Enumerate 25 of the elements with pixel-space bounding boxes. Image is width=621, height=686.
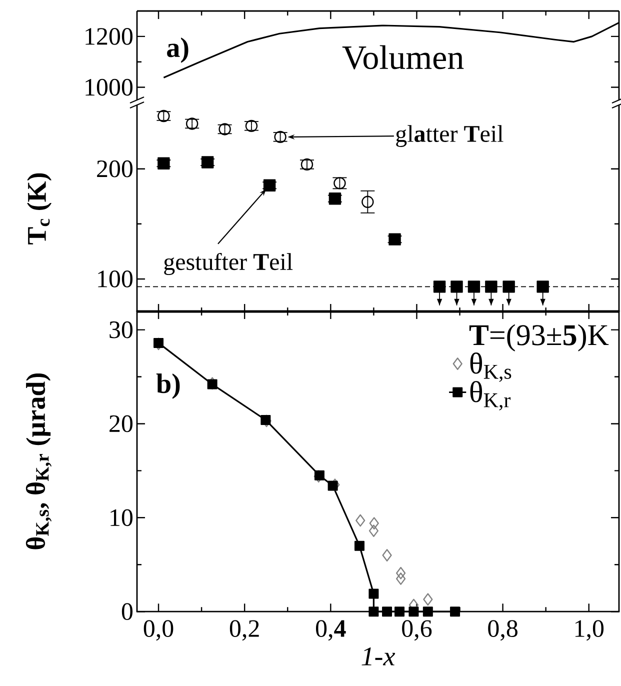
annotation: gestufter Teil [164,252,293,276]
legend-label: θ$_{K,r}$ [470,381,511,410]
y-axis-title: θ$_{K,s}$, θ$_{K,r}$ (µrad) [26,373,52,550]
x-tick-label: 0,2 [230,620,259,641]
x-tick-label: 0,6 [402,620,432,641]
y-tick-label: 20 [110,415,133,432]
legend-label: θ$_{K,s}$ [470,352,512,382]
y-axis-title: T$_{c}$ (K) [27,173,52,244]
x-tick-label: 0,4 [316,620,346,641]
x-axis-title: 1-x [362,647,396,666]
annotation: a) [167,37,188,63]
y-tick-label: 0 [122,603,133,620]
annotation: Volumen [342,45,464,70]
legend-title: T=(93±5)K [469,324,609,352]
y-tick-label: 30 [110,321,133,338]
y-tick-label: 200 [97,160,133,178]
annotation: glatter Teil [396,125,504,147]
y-tick-label: 10 [110,509,133,526]
y-tick-label: 1200 [86,28,133,45]
x-tick-label: 1,0 [575,620,604,641]
x-tick-label: 0,0 [144,620,174,641]
y-tick-label: 100 [98,270,133,288]
annotation: b) [156,373,180,399]
y-tick-label: 1000 [86,78,133,96]
x-tick-label: 0,8 [488,620,518,641]
